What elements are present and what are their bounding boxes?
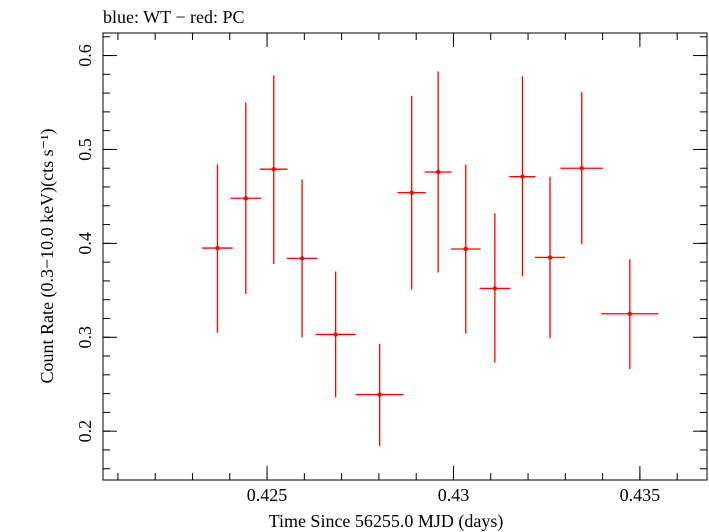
data-point <box>355 343 404 447</box>
data-marker <box>492 286 498 291</box>
data-point <box>202 164 233 333</box>
data-marker <box>299 256 305 261</box>
chart-title: blue: WT − red: PC <box>103 7 244 27</box>
data-series-pc <box>202 71 659 447</box>
x-tick-label: 0.425 <box>247 485 288 505</box>
data-point <box>315 271 356 398</box>
y-axis-label: Count Rate (0.3−10.0 keV)(cts s⁻¹) <box>37 128 58 383</box>
data-marker <box>435 169 441 175</box>
data-marker <box>243 196 248 201</box>
data-marker <box>627 311 633 316</box>
data-point <box>286 179 318 338</box>
data-point <box>479 213 511 363</box>
data-point <box>424 71 452 273</box>
y-tick-label: 0.6 <box>75 44 95 67</box>
data-point <box>601 259 659 370</box>
axis-tick-labels: 0.425 0.43 0.435 0.2 0.3 0.4 0.5 0.6 <box>75 44 660 505</box>
y-tick-label: 0.3 <box>75 326 95 349</box>
data-point <box>509 76 536 277</box>
x-tick-label: 0.435 <box>620 485 661 505</box>
data-marker <box>579 166 584 171</box>
y-tick-label: 0.4 <box>75 232 95 255</box>
axis-ticks <box>103 33 707 480</box>
data-marker <box>547 255 553 260</box>
data-marker <box>463 246 468 252</box>
plot-frame <box>102 32 708 481</box>
data-point <box>259 75 288 265</box>
data-point <box>230 102 262 295</box>
x-tick-label: 0.43 <box>438 485 470 505</box>
x-axis-label: Time Since 56255.0 MJD (days) <box>269 511 504 532</box>
y-tick-label: 0.5 <box>75 138 95 161</box>
data-marker <box>377 392 382 397</box>
data-point <box>450 164 481 334</box>
data-marker <box>271 166 276 172</box>
data-point <box>560 92 603 245</box>
data-marker <box>409 190 414 195</box>
data-point <box>397 95 426 290</box>
y-tick-label: 0.2 <box>75 420 95 443</box>
data-point <box>535 176 565 339</box>
data-marker <box>520 174 525 179</box>
data-marker <box>333 332 338 337</box>
data-marker <box>215 245 220 251</box>
